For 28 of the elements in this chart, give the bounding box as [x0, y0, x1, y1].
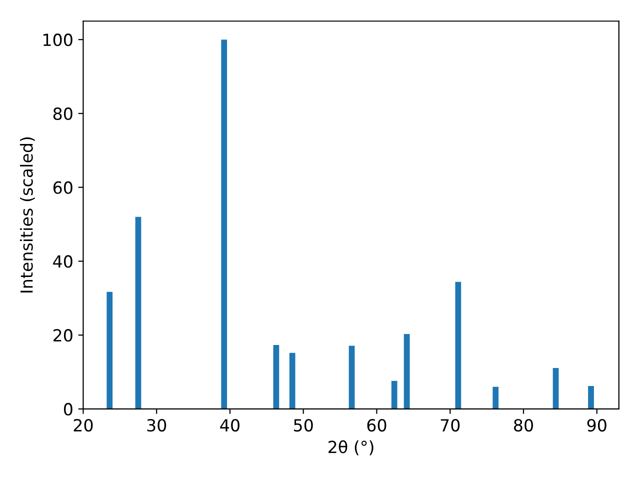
y-tick-label: 80	[53, 107, 72, 120]
x-axis-title: 2θ (°)	[328, 440, 374, 456]
bar	[221, 40, 228, 409]
y-tick-label: 40	[53, 255, 72, 268]
bar	[348, 346, 355, 409]
bar	[588, 386, 594, 409]
bar	[289, 352, 296, 409]
y-tick-label: 0	[64, 402, 72, 416]
x-tick-label: 80	[514, 418, 533, 432]
bar	[391, 380, 398, 409]
bar	[455, 282, 462, 409]
bar	[404, 334, 410, 409]
y-tick-label: 100	[43, 34, 72, 46]
bar	[492, 386, 499, 409]
x-tick-label: 40	[220, 418, 240, 432]
y-axis-title: Intensities (scaled)	[20, 137, 35, 292]
bar	[552, 368, 559, 409]
x-tick-label: 20	[74, 418, 93, 432]
bar	[273, 345, 280, 409]
bar	[106, 292, 113, 409]
x-tick-label: 90	[587, 418, 606, 432]
x-tick-label: 70	[440, 418, 460, 432]
x-tick-label: 50	[294, 418, 313, 432]
bar	[135, 216, 142, 409]
y-tick-label: 20	[53, 329, 72, 342]
x-tick-label: 60	[367, 418, 386, 432]
y-tick-label: 60	[53, 181, 72, 194]
x-tick-label: 30	[147, 418, 166, 432]
